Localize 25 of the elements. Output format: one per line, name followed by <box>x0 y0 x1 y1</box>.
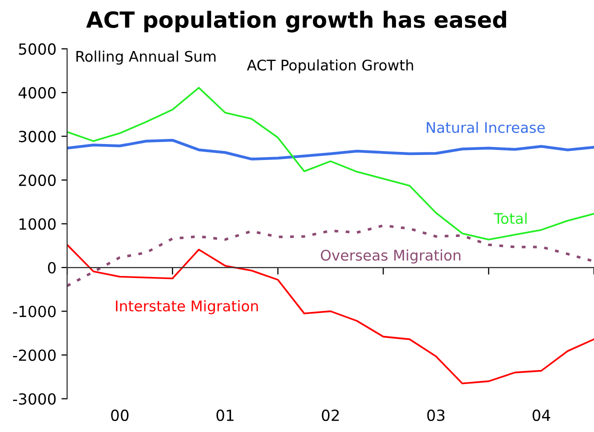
series-label: Natural Increase <box>426 122 545 134</box>
y-tick-label: 2000 <box>18 174 56 186</box>
x-tick-label: 04 <box>532 410 550 422</box>
x-tick-label: 02 <box>322 410 339 422</box>
line-series <box>67 86 594 240</box>
series-label: Overseas Migration <box>320 249 460 264</box>
y-tick-label: 4000 <box>18 87 56 99</box>
y-tick-label: 5000 <box>19 43 56 55</box>
y-tick-label: 1000 <box>20 218 56 230</box>
y-tick-label: 0 <box>48 262 56 274</box>
line-series <box>67 224 594 288</box>
chart-title: ACT population growth has eased <box>86 10 506 32</box>
y-tick-label: 3000 <box>18 130 56 142</box>
y-tick-label: -2000 <box>13 349 56 362</box>
annotation: Rolling Annual Sum <box>76 50 216 65</box>
line-series <box>67 244 594 384</box>
y-tick-label: -1000 <box>13 306 56 318</box>
x-tick-label: 03 <box>427 410 444 422</box>
x-tick-label: 01 <box>216 410 234 422</box>
series-label: Total <box>494 212 527 224</box>
y-tick-label: -3000 <box>13 393 56 405</box>
text: ACT Population Growth <box>246 59 414 74</box>
line-series <box>67 138 594 160</box>
x-tick-label: 00 <box>111 410 129 422</box>
series-label: Interstate Migration <box>116 300 258 314</box>
